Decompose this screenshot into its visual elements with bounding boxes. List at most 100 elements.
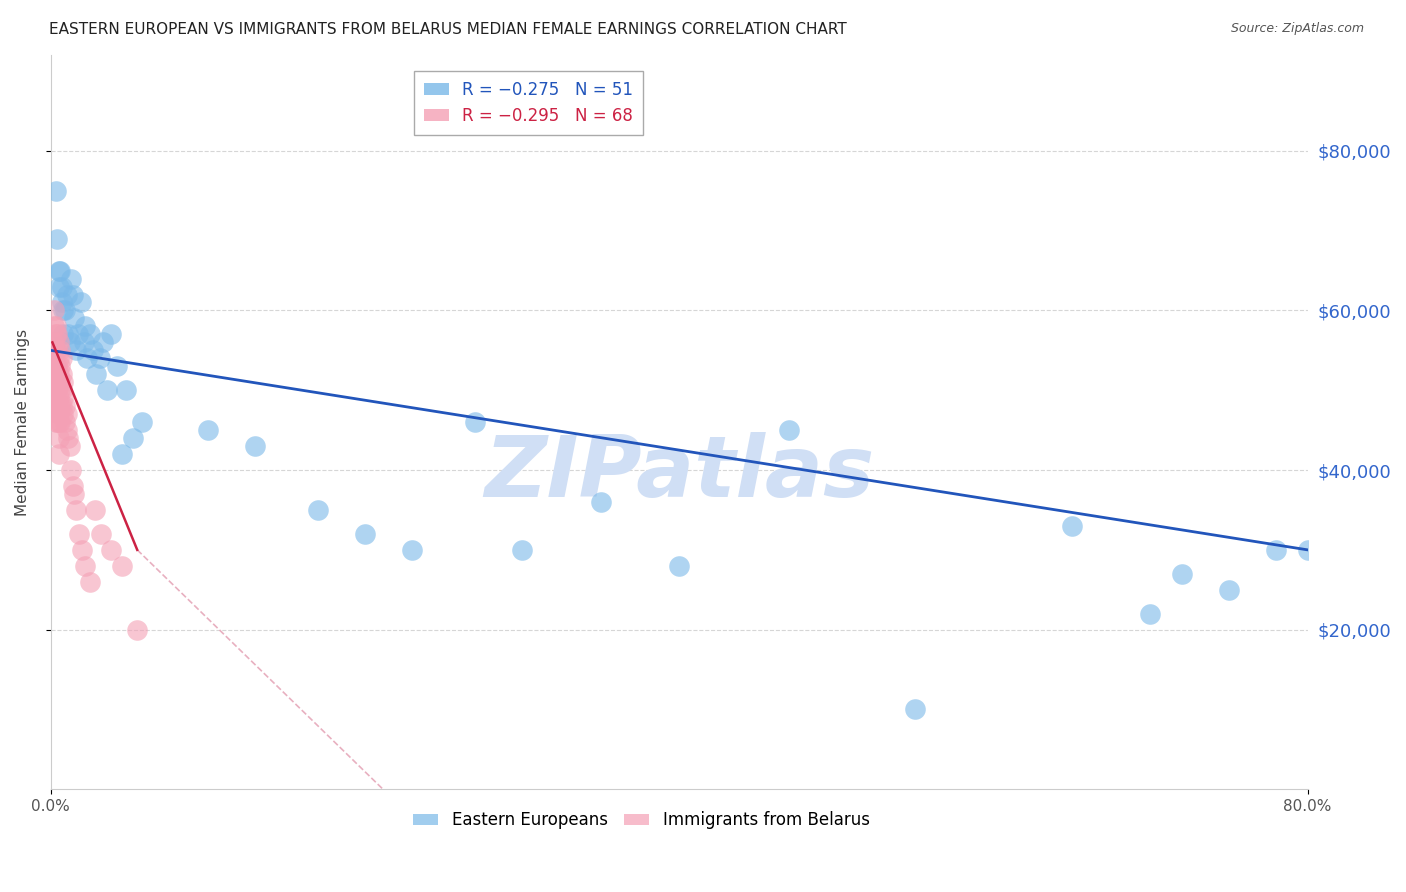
Point [51, 295, 73, 310]
Point [510, 542, 533, 557]
Point [63, 487, 86, 501]
Point [48, 407, 70, 421]
Point [110, 447, 132, 461]
Point [1139, 607, 1161, 621]
Point [42, 384, 65, 398]
Point [45, 415, 67, 429]
Point [45, 184, 67, 198]
Point [73, 335, 96, 350]
Text: Source: ZipAtlas.com: Source: ZipAtlas.com [1230, 22, 1364, 36]
Point [52, 327, 75, 342]
Point [79, 574, 101, 589]
Point [243, 439, 266, 453]
Point [56, 431, 79, 445]
Point [41, 335, 63, 350]
Point [51, 368, 73, 382]
Point [52, 376, 75, 390]
Point [46, 327, 69, 342]
Point [51, 399, 73, 413]
Point [66, 327, 89, 342]
Point [41, 359, 63, 374]
Point [62, 479, 84, 493]
Point [89, 351, 111, 366]
Point [55, 287, 77, 301]
Point [131, 415, 153, 429]
Point [42, 376, 65, 390]
Point [1265, 542, 1288, 557]
Point [48, 335, 70, 350]
Point [42, 399, 65, 413]
Point [49, 343, 72, 358]
Point [45, 319, 67, 334]
Point [53, 415, 76, 429]
Point [197, 423, 219, 437]
Point [48, 351, 70, 366]
Point [75, 558, 97, 573]
Point [45, 376, 67, 390]
Point [48, 368, 70, 382]
Point [42, 303, 65, 318]
Point [65, 343, 87, 358]
Point [42, 343, 65, 358]
Point [45, 384, 67, 398]
Point [56, 327, 79, 342]
Point [59, 439, 82, 453]
Point [48, 431, 70, 445]
Point [48, 447, 70, 461]
Point [1218, 582, 1240, 597]
Point [49, 376, 72, 390]
Point [1171, 566, 1194, 581]
Point [51, 279, 73, 293]
Point [90, 527, 112, 541]
Point [63, 311, 86, 326]
Point [70, 542, 93, 557]
Point [76, 351, 98, 366]
Point [51, 351, 73, 366]
Point [42, 359, 65, 374]
Point [55, 423, 77, 437]
Point [83, 503, 105, 517]
Point [45, 399, 67, 413]
Point [52, 391, 75, 405]
Point [42, 335, 65, 350]
Y-axis label: Median Female Earnings: Median Female Earnings [15, 328, 30, 516]
Point [100, 327, 122, 342]
Point [62, 287, 84, 301]
Point [110, 558, 132, 573]
Point [115, 384, 138, 398]
Point [46, 343, 69, 358]
Point [100, 542, 122, 557]
Point [96, 384, 118, 398]
Point [49, 359, 72, 374]
Point [46, 415, 69, 429]
Point [121, 431, 143, 445]
Point [1060, 519, 1083, 533]
Point [52, 303, 75, 318]
Point [53, 399, 76, 413]
Point [49, 384, 72, 398]
Point [105, 359, 128, 374]
Point [48, 279, 70, 293]
Point [67, 527, 90, 541]
Point [60, 271, 83, 285]
Point [42, 319, 65, 334]
Text: ZIPatlas: ZIPatlas [484, 432, 875, 515]
Point [65, 503, 87, 517]
Point [41, 343, 63, 358]
Point [46, 399, 69, 413]
Point [48, 415, 70, 429]
Point [55, 407, 77, 421]
Point [778, 423, 800, 437]
Point [46, 359, 69, 374]
Point [49, 415, 72, 429]
Point [41, 376, 63, 390]
Point [46, 376, 69, 390]
Point [45, 327, 67, 342]
Point [46, 232, 69, 246]
Point [82, 343, 104, 358]
Point [464, 415, 486, 429]
Point [49, 263, 72, 277]
Point [69, 295, 91, 310]
Point [307, 503, 329, 517]
Point [51, 384, 73, 398]
